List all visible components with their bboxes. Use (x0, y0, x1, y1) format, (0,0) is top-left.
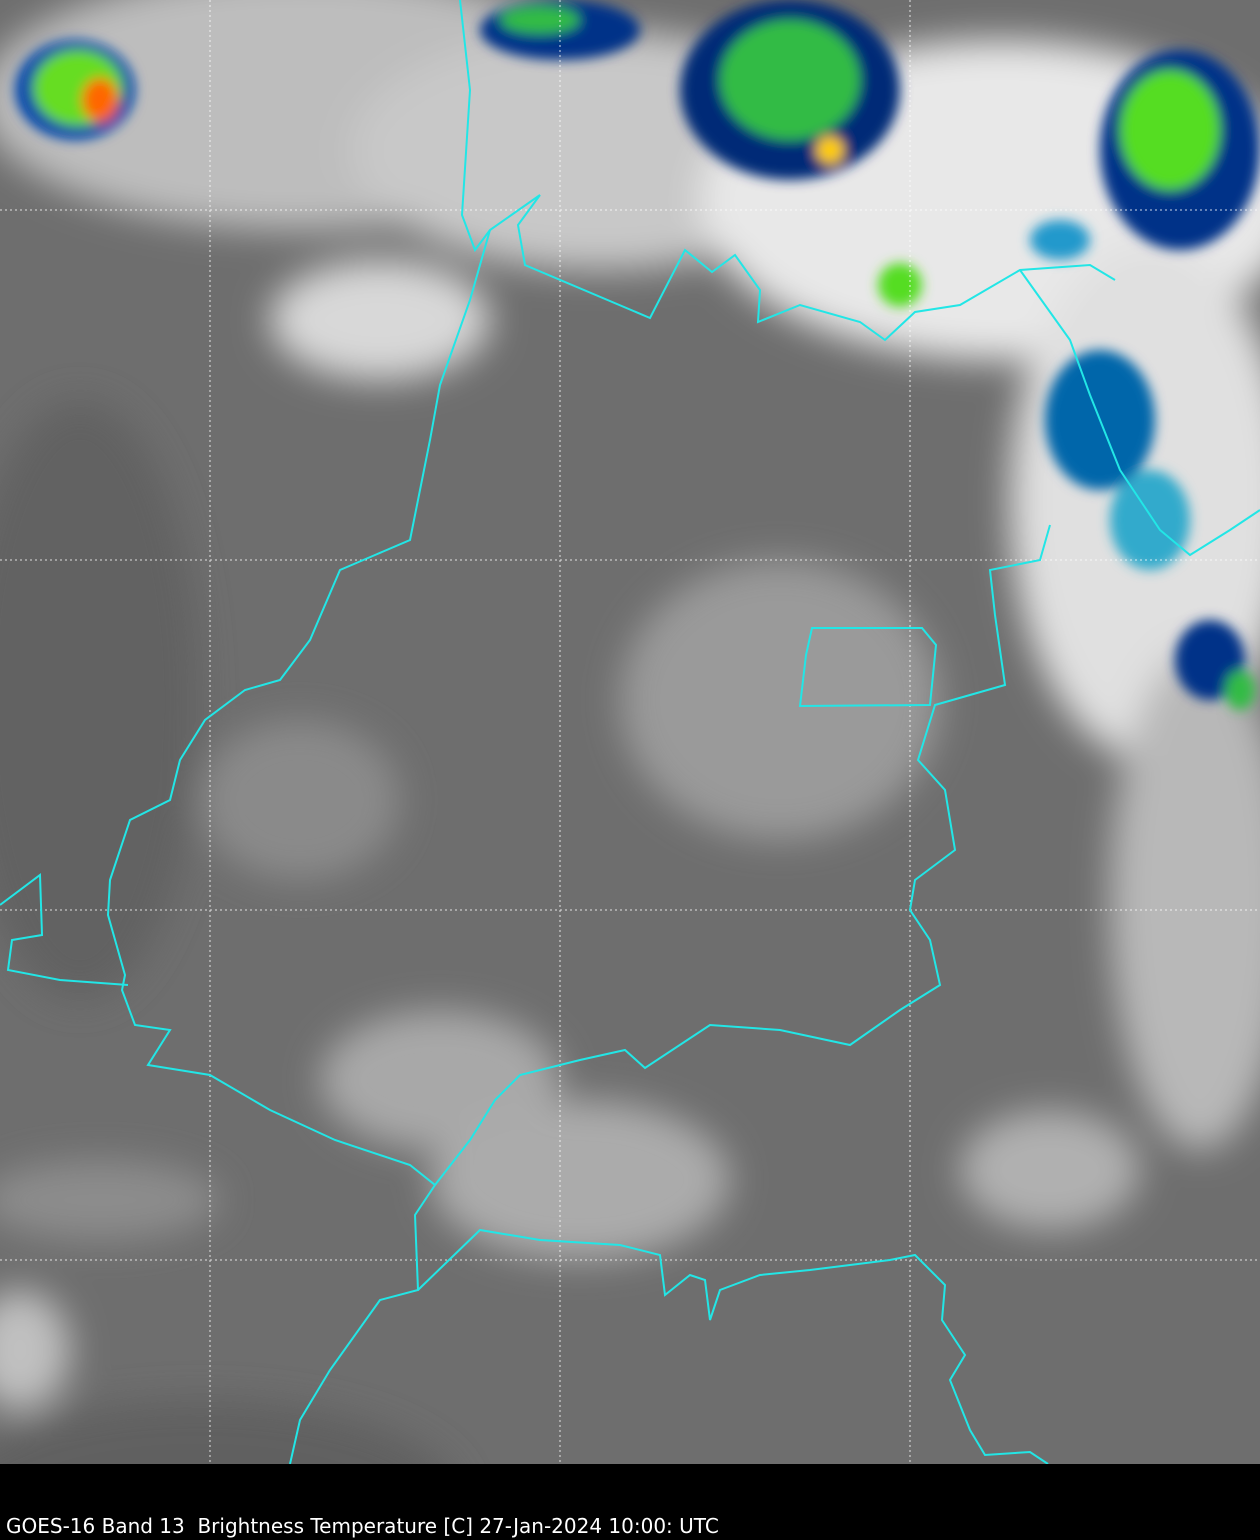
border-line (417, 1228, 1049, 1464)
border-line (459, 0, 1116, 342)
border-line (0, 873, 129, 986)
cold-cloud-tops (15, 0, 1260, 710)
border-line (434, 524, 1051, 1186)
brightness-temperature-map (0, 0, 1260, 1464)
border-district (798, 627, 938, 708)
border-line (106, 229, 491, 1464)
border-line (1019, 269, 1260, 557)
image-caption: GOES-16 Band 13 Brightness Temperature [… (6, 1514, 719, 1538)
graticule (0, 0, 1260, 1464)
political-borders (0, 0, 1260, 1464)
